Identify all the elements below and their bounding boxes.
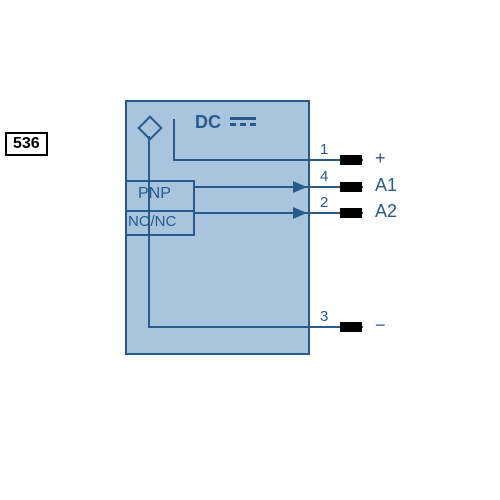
wire-4-arrow-icon (293, 181, 307, 193)
diagram-id-box: 536 (5, 132, 48, 156)
terminal-1 (340, 155, 362, 165)
terminal-2 (340, 208, 362, 218)
diagram-id-label: 536 (13, 135, 40, 152)
dc-line-top (230, 117, 256, 120)
dc-dash-3 (250, 123, 256, 126)
pin-label-2: 2 (320, 194, 328, 211)
terminal-4 (340, 182, 362, 192)
pin-label-3: 3 (320, 308, 328, 325)
wire-1-v (173, 119, 175, 159)
terminal-3 (340, 322, 362, 332)
terminal-label-4: A1 (375, 175, 397, 196)
dc-dash-2 (240, 123, 246, 126)
wire-2-arrow-icon (293, 207, 307, 219)
wire-1-h (173, 159, 363, 161)
wire-3-h (148, 326, 363, 328)
dc-label: DC (195, 112, 221, 133)
terminal-label-1: + (375, 148, 386, 169)
pnp-label: PNP (138, 185, 171, 203)
nonc-label: NO/NC (128, 213, 176, 230)
terminal-label-2: A2 (375, 201, 397, 222)
wire-4-h (195, 186, 363, 188)
wire-2-h (195, 212, 363, 214)
pin-label-1: 1 (320, 141, 328, 158)
pin-label-4: 4 (320, 168, 328, 185)
wire-3-v (148, 136, 150, 326)
dc-dash-1 (230, 123, 236, 126)
output-type-divider (127, 210, 193, 212)
terminal-label-3: − (375, 315, 386, 336)
